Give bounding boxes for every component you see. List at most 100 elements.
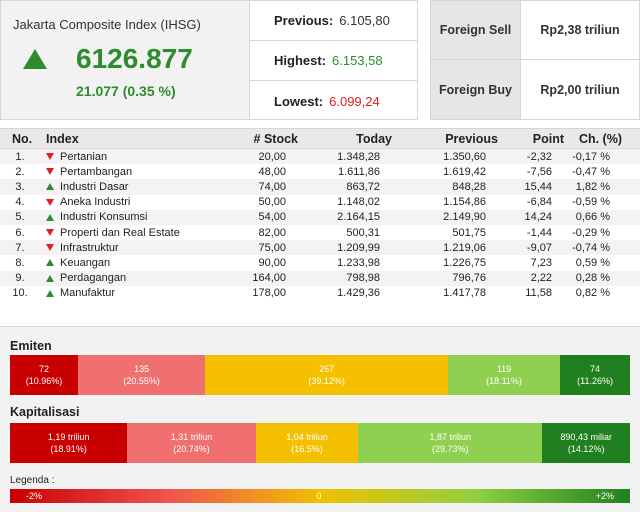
table-header: No. Index # Stock Today Previous Point C… (0, 129, 640, 149)
kapitalisasi-segment-value: 1,31 triliun (170, 432, 213, 442)
row-change: -0,47 % (572, 165, 610, 178)
row-today: 1.148,02 (337, 196, 380, 209)
row-today: 500,31 (346, 226, 380, 239)
down-arrow-icon (46, 168, 54, 176)
row-point: 7,23 (530, 256, 552, 269)
row-change: 0,59 % (575, 256, 610, 269)
row-point: -2,32 (526, 150, 552, 163)
row-index: Pertanian (34, 151, 230, 163)
row-stock: 74,00 (258, 180, 286, 193)
row-previous: 501,75 (452, 226, 486, 239)
table-row: 2. Pertambangan 48,00 1.611,86 1.619,42 -7,56… (0, 164, 640, 180)
emiten-segment-value: 72 (38, 364, 49, 374)
row-today: 863,72 (346, 180, 380, 193)
up-arrow-icon (46, 213, 54, 221)
row-index: Industri Konsumsi (34, 211, 230, 223)
emiten-segment: 119 (18.11%) (447, 355, 561, 395)
row-point: 11,58 (525, 287, 552, 300)
row-stock: 75,00 (258, 241, 286, 254)
foreign-buy-value: Rp2,00 triliun (540, 82, 620, 97)
row-previous: 796,76 (452, 272, 486, 285)
ihsg-title: Jakarta Composite Index (IHSG) (13, 17, 201, 32)
table-row: 10. Manufaktur 178,00 1.429,36 1.417,78 11,58… (0, 285, 640, 301)
row-today: 1.348,28 (337, 150, 380, 163)
row-index-label: Pertanian (60, 150, 108, 163)
row-previous: 2.149,90 (443, 211, 486, 224)
row-stock: 48,00 (258, 165, 286, 178)
emiten-segment-pct: (18.11%) (486, 376, 522, 386)
sector-index-table: No. Index # Stock Today Previous Point C… (0, 128, 640, 301)
kapitalisasi-segment: 1,04 triliun (16.5%) (255, 423, 359, 463)
kapitalisasi-segment: 1,31 triliun (20.74%) (127, 423, 256, 463)
kapitalisasi-segment: 1,87 triliun (29.73%) (358, 423, 543, 463)
foreign-flow: Foreign Sell Rp2,38 triliun Foreign Buy … (430, 0, 640, 120)
previous-row: Previous: 6.105,80 (250, 1, 417, 41)
row-stock: 50,00 (258, 196, 286, 209)
ihsg-value: 6126.877 (76, 43, 193, 74)
row-index-label: Manufaktur (60, 287, 116, 300)
row-no: 5. (15, 211, 25, 224)
header-stock: # Stock (253, 131, 298, 146)
row-index: Pertambangan (34, 166, 230, 178)
lowest-label: Lowest: (274, 93, 324, 109)
row-index-label: Properti dan Real Estate (60, 226, 180, 239)
previous-value: 6.105,80 (339, 13, 390, 28)
kapitalisasi-segment-pct: (14.12%) (567, 444, 605, 454)
lowest-value: 6.099,24 (329, 93, 380, 109)
summary-panel: Jakarta Composite Index (IHSG) 6126.877 … (0, 0, 640, 122)
row-point: 14,24 (524, 211, 552, 224)
legend-high: +2% (595, 491, 614, 501)
row-stock: 164,00 (252, 272, 286, 285)
emiten-segment-pct: (20.55%) (123, 376, 160, 386)
row-index-label: Keuangan (60, 256, 111, 269)
emiten-segment-value: 74 (590, 364, 601, 374)
row-index-label: Industri Dasar (60, 180, 129, 193)
emiten-segment: 257 (39.12%) (205, 355, 448, 395)
kapitalisasi-segment-pct: (16.5%) (291, 444, 323, 454)
foreign-sell-row: Foreign Sell Rp2,38 triliun (431, 1, 639, 60)
row-no: 4. (15, 196, 25, 209)
down-arrow-icon (46, 244, 54, 252)
row-change: -0,59 % (572, 196, 610, 209)
row-stock: 82,00 (258, 226, 286, 239)
legend-mid: 0 (316, 491, 322, 501)
row-change: -0,17 % (572, 150, 610, 163)
up-arrow-icon (46, 289, 54, 297)
row-index: Industri Dasar (34, 181, 230, 193)
table-row: 9. Perdagangan 164,00 798,98 796,76 2,22 0,28 … (0, 270, 640, 286)
table-body: 1. Pertanian 20,00 1.348,28 1.350,60 -2,32 -0,… (0, 149, 640, 301)
legend-gradient: -2% 0 +2% (10, 489, 630, 503)
header-point: Point (532, 131, 564, 146)
kapitalisasi-segment-pct: (18.91%) (50, 444, 87, 454)
row-point: 15,44 (524, 180, 552, 193)
header-no: No. (12, 131, 33, 146)
table-row: 6. Properti dan Real Estate 82,00 500,31 501… (0, 224, 640, 241)
row-index: Infrastruktur (34, 242, 230, 254)
header-today: Today (356, 131, 392, 146)
emiten-segment-pct: (10.96%) (25, 376, 63, 386)
header-index: Index (46, 131, 79, 146)
kapitalisasi-segment-value: 1,87 triliun (429, 432, 472, 442)
row-index-label: Aneka Industri (60, 196, 131, 209)
table-row: 3. Industri Dasar 74,00 863,72 848,28 15,44 1,… (0, 179, 640, 195)
row-previous: 1.417,78 (443, 287, 486, 300)
row-index: Keuangan (34, 257, 230, 269)
lowest-row: Lowest: 6.099,24 (250, 81, 417, 121)
kapitalisasi-segment-value: 1,04 triliun (286, 432, 328, 442)
row-no: 8. (15, 256, 25, 269)
row-no: 1. (15, 150, 25, 163)
row-today: 1.429,36 (337, 287, 380, 300)
row-today: 1.611,86 (337, 165, 380, 178)
emiten-segment-value: 119 (496, 364, 512, 374)
row-index-label: Industri Konsumsi (60, 211, 148, 224)
row-index-label: Pertambangan (60, 165, 133, 178)
row-stock: 54,00 (258, 211, 286, 224)
row-today: 798,98 (346, 272, 380, 285)
emiten-title: Emiten (10, 339, 52, 353)
row-stock: 20,00 (258, 150, 286, 163)
emiten-segment-pct: (11.26%) (577, 376, 613, 386)
highest-value: 6.153,58 (332, 53, 383, 68)
kapitalisasi-title: Kapitalisasi (10, 405, 80, 419)
row-change: -0,29 % (572, 226, 610, 239)
row-point: -7,56 (526, 165, 552, 178)
